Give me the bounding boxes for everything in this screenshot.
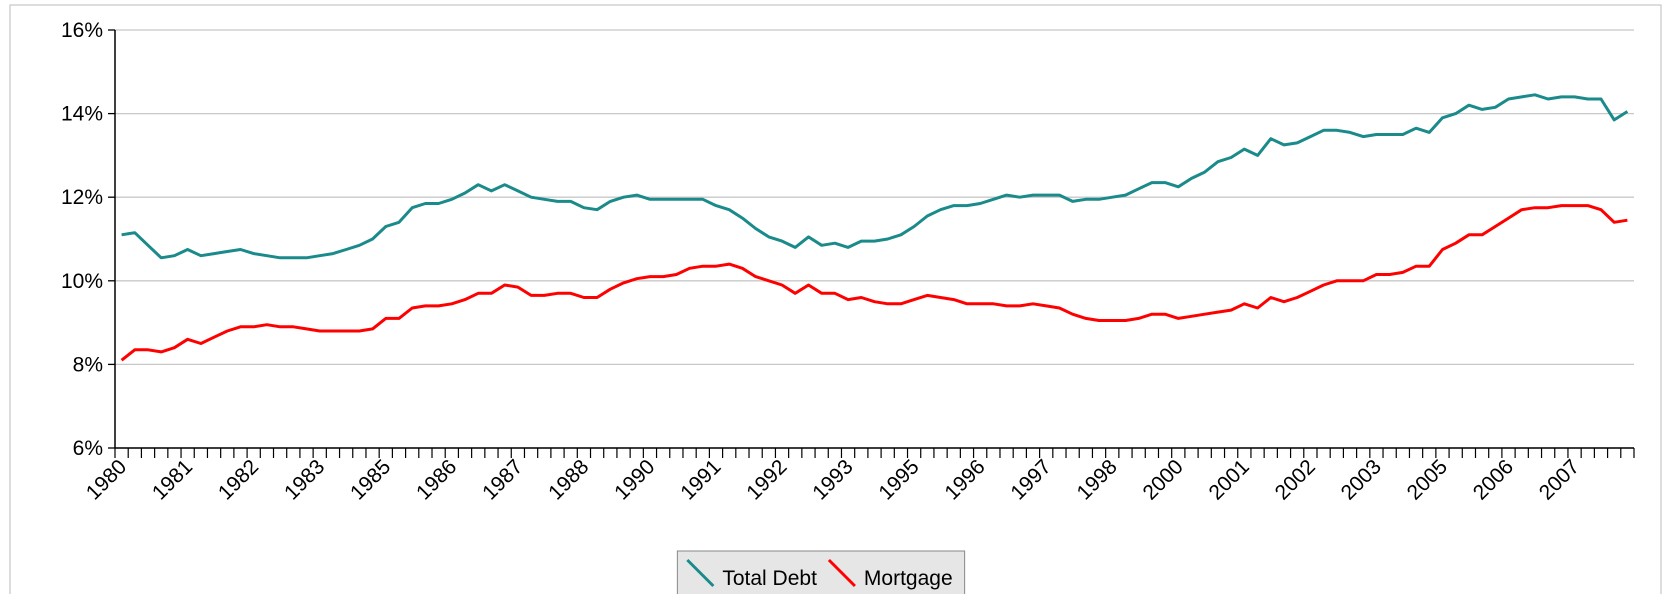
legend-swatch bbox=[686, 558, 715, 588]
legend-box bbox=[676, 550, 966, 594]
y-tick-label: 14% bbox=[61, 103, 103, 126]
y-tick-label: 16% bbox=[61, 19, 103, 42]
y-tick-label: 10% bbox=[61, 270, 103, 293]
series-line bbox=[121, 93, 1629, 260]
y-tick-label: 6% bbox=[73, 437, 103, 460]
y-tick-label: 8% bbox=[73, 353, 103, 376]
series-line bbox=[120, 204, 1628, 362]
y-tick-label: 12% bbox=[61, 186, 103, 209]
legend-swatch bbox=[827, 558, 856, 588]
chart-frame bbox=[9, 4, 1662, 594]
legend: Total Debt Mortgage bbox=[676, 550, 966, 594]
legend-label: Total Debt bbox=[722, 567, 817, 590]
legend-label: Mortgage bbox=[864, 567, 953, 590]
